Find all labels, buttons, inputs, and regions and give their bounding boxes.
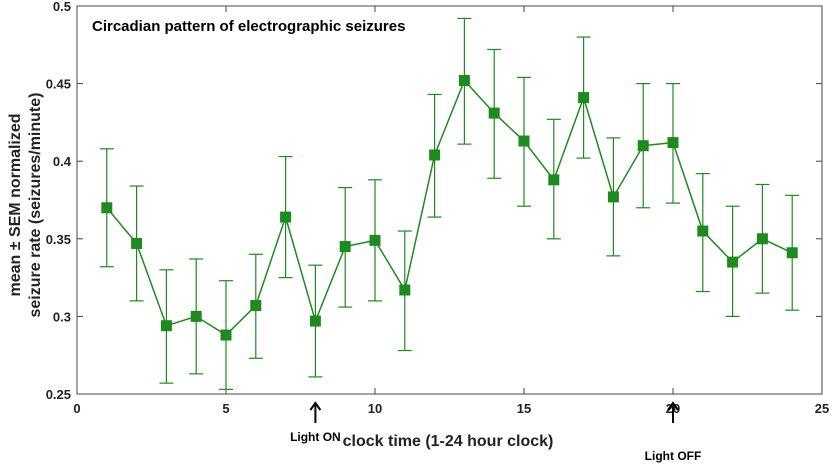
annotations: Light ON Light OFF xyxy=(290,401,702,463)
x-tick-label: 10 xyxy=(368,401,382,416)
data-point xyxy=(220,329,232,341)
data-point xyxy=(518,135,530,147)
data-point xyxy=(667,137,679,149)
data-point xyxy=(697,225,709,237)
x-tick-label: 15 xyxy=(517,401,531,416)
data-point xyxy=(727,256,739,268)
chart-title: Circadian pattern of electrographic seiz… xyxy=(92,18,405,35)
annotation: Light ON xyxy=(290,401,341,444)
data-point xyxy=(280,211,292,223)
annotation-label: Light ON xyxy=(290,430,341,444)
data-point xyxy=(160,320,172,332)
y-tick-label: 0.25 xyxy=(46,387,71,402)
x-tick-label: 5 xyxy=(222,401,229,416)
y-axis-title-line-2: seizure rate (seizures/minute) xyxy=(27,93,44,318)
data-point xyxy=(548,174,560,186)
arrow-head-icon xyxy=(309,401,322,411)
data-point xyxy=(339,241,351,253)
y-axis-title-line-1: mean ± SEM normalized xyxy=(7,113,24,296)
data-point xyxy=(399,284,411,296)
y-tick-label: 0.3 xyxy=(53,309,71,324)
data-point xyxy=(578,92,590,104)
series-layer xyxy=(99,17,800,390)
axes: 05101520250.250.30.350.40.450.5 xyxy=(46,0,830,416)
data-point xyxy=(488,107,500,119)
y-tick-label: 0.45 xyxy=(46,77,71,92)
data-point xyxy=(369,234,381,246)
y-tick-label: 0.4 xyxy=(53,154,72,169)
data-point xyxy=(756,233,768,245)
data-point xyxy=(607,191,619,203)
y-tick-label: 0.35 xyxy=(46,232,71,247)
data-point xyxy=(190,310,202,322)
data-point xyxy=(637,140,649,152)
x-tick-label: 25 xyxy=(815,401,829,416)
annotation: Light OFF xyxy=(645,401,702,463)
x-tick-label: 0 xyxy=(73,401,80,416)
series-line xyxy=(106,79,793,336)
data-point xyxy=(309,315,321,327)
y-tick-label: 0.5 xyxy=(53,0,71,14)
arrow-head-icon xyxy=(667,401,679,411)
x-axis-title: clock time (1-24 hour clock) xyxy=(343,433,554,450)
data-point xyxy=(786,247,798,259)
data-point xyxy=(131,237,143,249)
data-point xyxy=(429,149,441,161)
data-point xyxy=(101,202,113,214)
plot-frame xyxy=(76,5,823,395)
data-point xyxy=(458,74,470,86)
annotation-label: Light OFF xyxy=(645,449,702,463)
data-point xyxy=(250,300,262,312)
